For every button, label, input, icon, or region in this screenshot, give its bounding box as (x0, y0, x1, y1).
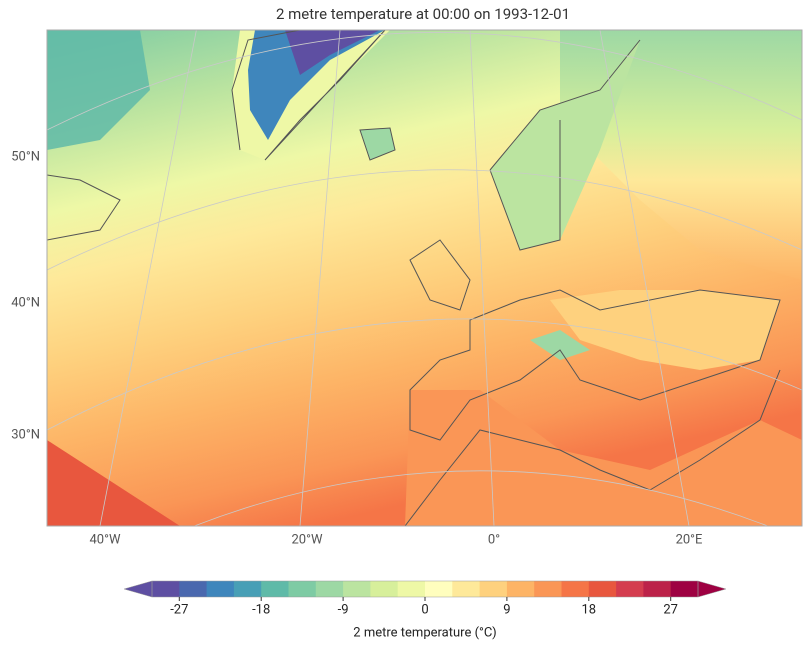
colorbar-segment (233, 581, 262, 597)
colorbar-tick-label: -27 (170, 602, 188, 617)
map-title: 2 metre temperature at 00:00 on 1993-12-… (276, 5, 570, 23)
colorbar-segment (534, 581, 562, 597)
colorbar-segment (561, 581, 590, 597)
colorbar-segment (452, 581, 481, 597)
lat-label: 40°N (11, 295, 40, 310)
colorbar-segment (261, 581, 289, 597)
map-frame (46, 29, 803, 527)
lon-label: 20°W (291, 532, 322, 547)
colorbar-label: 2 metre temperature (°C) (353, 625, 496, 640)
graticule (47, 30, 802, 526)
colorbar-segment (370, 581, 399, 597)
colorbar-segment (588, 581, 617, 597)
warm-region (47, 440, 180, 526)
colorbar-tick-label: 27 (663, 602, 678, 617)
coastlines (47, 30, 781, 526)
colorbar-segment (179, 581, 208, 597)
colorbar-tick-label: 18 (581, 602, 596, 617)
scandinavia (490, 40, 640, 250)
colorbar-segment (616, 581, 644, 597)
colorbar-segment (343, 581, 371, 597)
colorbar-tick-label: -9 (338, 602, 349, 617)
alps (530, 330, 590, 360)
colorbar-segment (643, 581, 672, 597)
colorbar-segment (288, 581, 317, 597)
colorbar-segment (479, 581, 508, 597)
colorbar-segment (506, 581, 535, 597)
colorbar-segment (670, 581, 699, 597)
colorbar-segment (315, 581, 344, 597)
greenland-mid (248, 30, 385, 140)
colorbar-segment (152, 581, 180, 597)
north-africa (405, 390, 802, 526)
greenland-core (285, 30, 380, 75)
cold-region (47, 30, 150, 150)
iceland (360, 128, 395, 160)
colorbar-segment (425, 581, 453, 597)
colorbar-segment (206, 581, 235, 597)
lat-label: 30°N (11, 427, 40, 442)
colorbar-tick-label: -18 (252, 602, 270, 617)
colorbar-segment (397, 581, 426, 597)
colorbar-extend-low (123, 580, 153, 598)
colorbar-tick-label: 9 (503, 602, 510, 617)
lat-label: 50°N (11, 149, 40, 164)
colorbar: 2 metre temperature (°C) -27 -18 -9 0 9 18 27 (123, 580, 727, 640)
lon-label: 20°E (676, 532, 703, 547)
colorbar-extend-high (697, 580, 727, 598)
colorbar-tick-label: 0 (421, 602, 428, 617)
lon-label: 0° (488, 532, 500, 547)
map-area (47, 30, 802, 526)
lon-label: 40°W (89, 532, 120, 547)
eastern-europe (550, 290, 780, 370)
